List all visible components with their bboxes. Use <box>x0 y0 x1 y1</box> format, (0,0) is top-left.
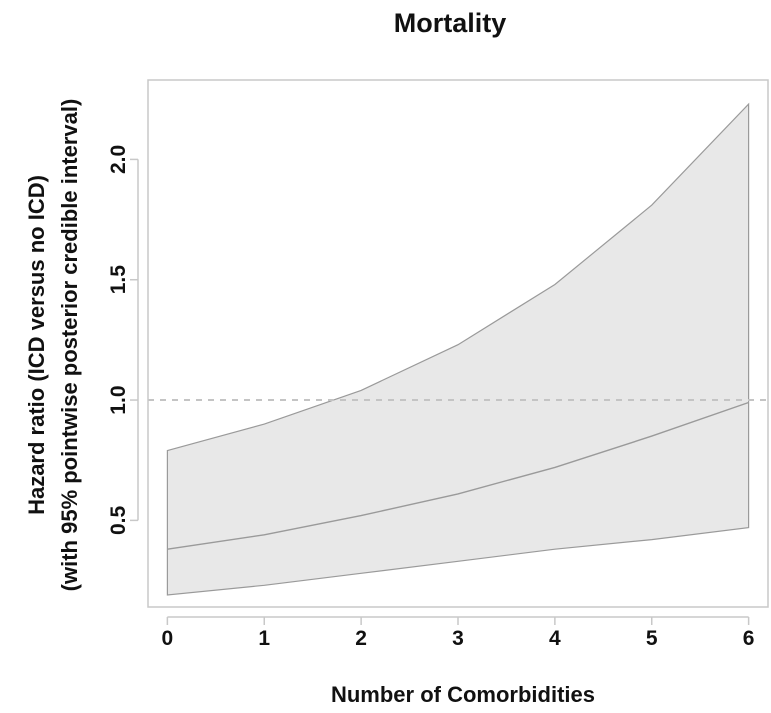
y-axis-label-line-1: Hazard ratio (ICD versus no ICD) <box>24 175 49 515</box>
axes: 0 1 2 3 4 5 6 0.5 1.0 1.5 2.0 <box>107 79 769 650</box>
x-axis-label: Number of Comorbidities <box>331 682 595 707</box>
y-tick-label: 0.5 <box>107 505 130 535</box>
plot-area <box>148 102 768 596</box>
x-tick-label: 3 <box>452 627 464 650</box>
estimate-line <box>167 401 749 550</box>
x-tick-label: 2 <box>355 627 367 650</box>
y-tick-label: 2.0 <box>107 145 130 174</box>
x-tick-label: 0 <box>162 627 174 650</box>
credible-interval-band <box>166 102 750 596</box>
y-axis-label: Hazard ratio (ICD versus no ICD) (with 9… <box>24 99 82 592</box>
x-tick-label: 1 <box>258 627 270 650</box>
x-tick-label: 6 <box>743 627 755 650</box>
y-tick-label: 1.0 <box>107 385 130 414</box>
chart-title: Mortality <box>394 8 507 38</box>
plot-frame <box>147 79 769 608</box>
x-tick-label: 4 <box>549 627 561 650</box>
y-tick-label: 1.5 <box>107 265 130 295</box>
x-tick-label: 5 <box>646 627 658 650</box>
y-axis-label-line-2: (with 95% pointwise posterior credible i… <box>57 99 82 592</box>
